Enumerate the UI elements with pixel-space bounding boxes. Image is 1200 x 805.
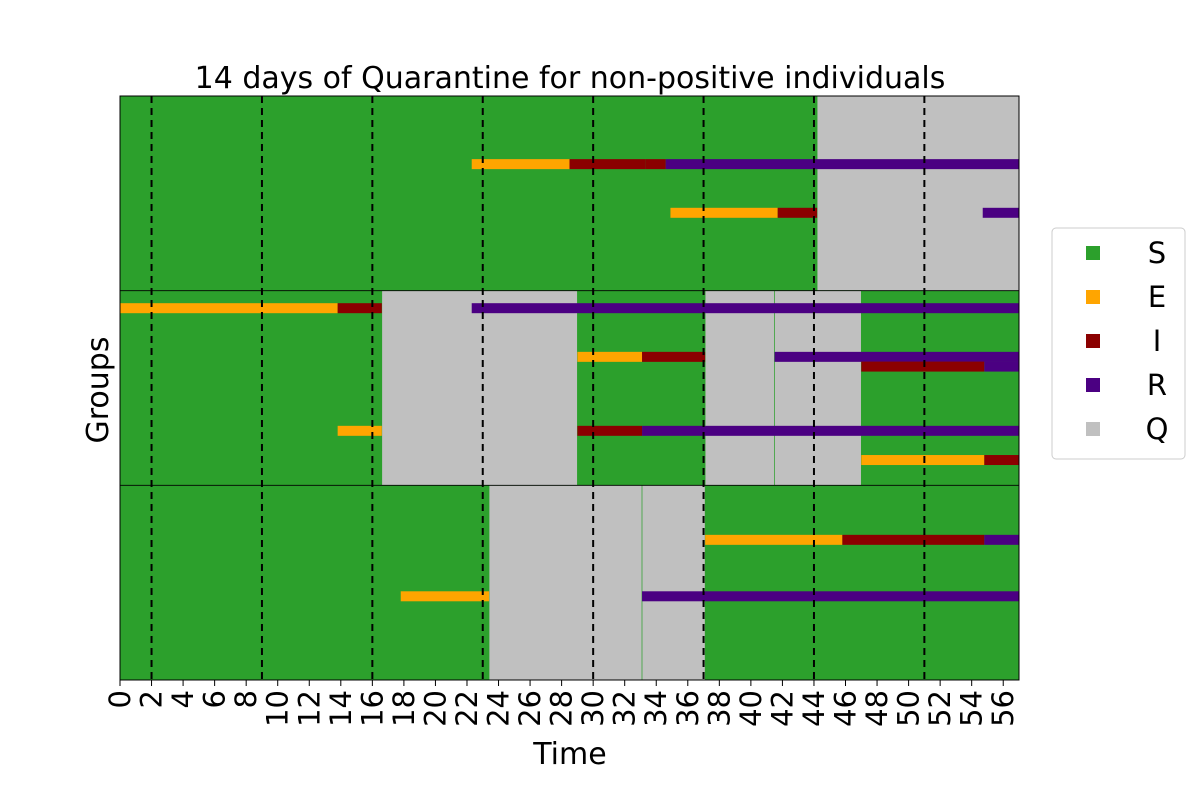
- state-segment-E: [400, 591, 490, 602]
- state-segment-E: [705, 534, 843, 545]
- x-tick-label: 12: [292, 690, 326, 727]
- x-tick-label: 36: [671, 690, 705, 727]
- state-segment-R: [471, 303, 1020, 314]
- x-tick-label: 32: [608, 690, 642, 727]
- quarantine-period: [641, 485, 706, 681]
- chart-title: 14 days of Quarantine for non-positive i…: [195, 61, 946, 96]
- x-tick-label: 52: [923, 690, 957, 727]
- legend-label: S: [1148, 236, 1166, 270]
- x-tick-label: 24: [482, 690, 516, 727]
- x-tick-label: 4: [166, 690, 200, 708]
- x-tick-label: 26: [513, 690, 547, 727]
- x-tick-label: 46: [829, 690, 863, 727]
- legend-label: Q: [1146, 412, 1169, 446]
- quarantine-period: [704, 290, 775, 486]
- x-tick-label: 16: [355, 690, 389, 727]
- x-tick-label: 22: [450, 690, 484, 727]
- state-segment-E: [120, 303, 338, 314]
- quarantine-period: [381, 290, 578, 486]
- x-tick-label: 8: [229, 690, 263, 708]
- x-tick-label: 20: [418, 690, 452, 727]
- state-segment-I: [777, 207, 818, 218]
- state-segment-R: [774, 351, 1019, 362]
- x-tick-label: 30: [576, 690, 610, 727]
- state-segment-E: [471, 159, 570, 170]
- x-tick-label: 18: [387, 690, 421, 727]
- x-tick-label: 54: [955, 690, 989, 727]
- legend-label: R: [1147, 368, 1167, 402]
- x-tick-label: 28: [545, 690, 579, 727]
- legend-swatch: [1086, 334, 1100, 348]
- x-tick-label: 42: [765, 690, 799, 727]
- x-tick-label: 0: [103, 690, 137, 708]
- quarantine-period: [816, 95, 1020, 291]
- state-segment-I: [569, 159, 646, 170]
- x-tick-label: 6: [198, 690, 232, 708]
- state-segment-R: [984, 361, 1019, 372]
- x-tick-label: 56: [986, 690, 1020, 727]
- x-tick-label: 48: [860, 690, 894, 727]
- state-segment-R: [665, 159, 1019, 170]
- state-segment-R: [642, 591, 1019, 602]
- legend-swatch: [1086, 378, 1100, 392]
- legend-swatch: [1086, 422, 1100, 436]
- state-segment-E: [337, 425, 382, 436]
- state-segment-R: [982, 207, 1019, 218]
- x-tick-label: 50: [892, 690, 926, 727]
- state-segment-I: [645, 159, 666, 170]
- plot-frame: [119, 95, 1020, 681]
- y-axis-label: Groups: [81, 337, 116, 444]
- x-tick-label: 14: [324, 690, 358, 727]
- state-segment-E: [577, 351, 643, 362]
- state-segment-I: [984, 455, 1019, 466]
- state-segment-I: [577, 425, 643, 436]
- state-segment-I: [842, 534, 985, 545]
- legend-frame: [1051, 227, 1186, 460]
- x-tick-label: 38: [702, 690, 736, 727]
- x-tick-label: 10: [261, 690, 295, 727]
- state-segment-E: [670, 207, 778, 218]
- state-segment-I: [861, 361, 985, 372]
- quarantine-period: [774, 290, 862, 486]
- x-tick-label: 2: [135, 690, 169, 708]
- x-tick-label: 34: [639, 690, 673, 727]
- x-axis-label: Time: [532, 737, 606, 772]
- plot-area: [119, 95, 1020, 681]
- legend-swatch: [1086, 246, 1100, 260]
- state-segment-R: [642, 425, 1019, 436]
- state-segment-I: [337, 303, 382, 314]
- state-segment-E: [861, 455, 985, 466]
- legend-swatch: [1086, 290, 1100, 304]
- state-segment-R: [984, 534, 1019, 545]
- x-axis: 0246810121416182022242628303234363840424…: [103, 680, 1020, 727]
- quarantine-period: [488, 485, 643, 681]
- state-segment-I: [642, 351, 706, 362]
- legend-label: I: [1153, 324, 1162, 358]
- x-tick-label: 40: [734, 690, 768, 727]
- legend-label: E: [1148, 280, 1166, 314]
- x-tick-label: 44: [797, 690, 831, 727]
